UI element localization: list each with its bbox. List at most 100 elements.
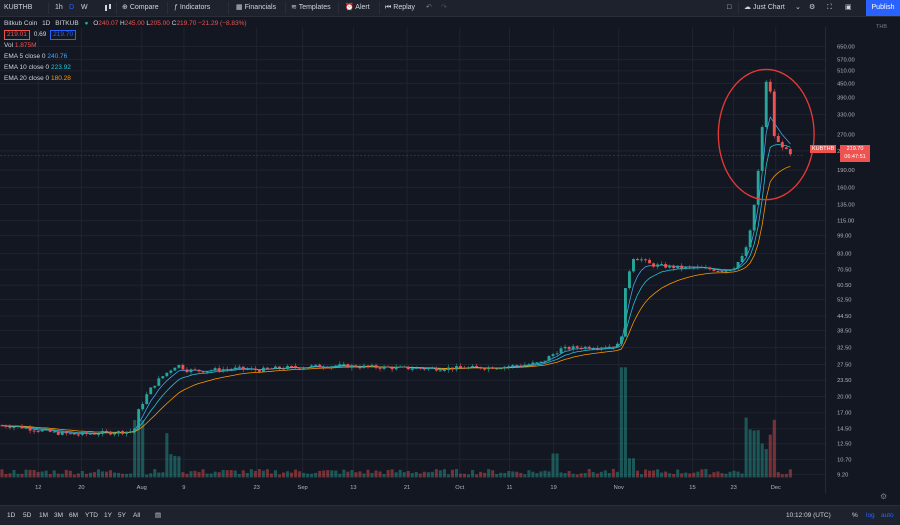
range-all[interactable]: All (133, 512, 141, 519)
candles-icon[interactable] (104, 0, 112, 16)
candle-body (161, 376, 165, 379)
volume-bar (165, 433, 169, 478)
candle-body (772, 91, 776, 136)
candle-body (97, 433, 100, 435)
bottom-toolbar: 1D 5D 1M 3M 6M YTD 1Y 5Y All ▤ 10:12:09 … (0, 505, 900, 525)
range-6m[interactable]: 6M (69, 512, 79, 519)
compare-label: Compare (129, 4, 159, 11)
time-axis: 12 20 Aug 9 23 Sep 13 21 Oct 11 19 Nov 15 23 Dec (35, 485, 781, 491)
candle-body (708, 267, 712, 270)
volume-bar (4, 474, 8, 478)
candle-body (8, 426, 12, 428)
range-5y[interactable]: 5Y (118, 512, 126, 519)
auto-toggle[interactable]: auto (881, 512, 894, 519)
symbol-search[interactable]: KUBTHB (4, 4, 33, 11)
volume-bar (44, 470, 48, 478)
candle-body (338, 364, 342, 366)
bid-price[interactable]: 219.01 (4, 30, 30, 40)
range-1y[interactable]: 1Y (104, 512, 112, 519)
candle-body (668, 265, 672, 268)
fullscreen-icon[interactable]: □ (727, 4, 732, 11)
candle-body (68, 433, 72, 435)
candle-body (507, 366, 511, 368)
chevron-down-icon[interactable]: ⌄ (795, 4, 801, 11)
candle-body (334, 365, 338, 367)
indicators-button[interactable]: ƒ Indicators (174, 0, 210, 16)
time-tick: Nov (614, 485, 624, 491)
log-toggle[interactable]: log (866, 512, 875, 519)
candle-body (764, 81, 768, 128)
volume-bar (28, 469, 32, 478)
volume-bar (326, 470, 330, 478)
candle-body (177, 364, 181, 368)
settings-gear-icon[interactable]: ⚙ (809, 4, 816, 11)
ema20-value: 180.28 (50, 75, 71, 82)
fullscreen-expand-icon[interactable]: ⛶ (827, 4, 832, 11)
candle-body (422, 368, 426, 370)
volume-bar (40, 471, 44, 478)
compare-button[interactable]: ⊕ Compare (122, 0, 159, 16)
volume-bar (780, 474, 784, 478)
candle-body (672, 265, 676, 269)
goto-date-icon[interactable]: ▤ (155, 512, 162, 519)
range-5d[interactable]: 5D (23, 512, 32, 519)
volume-bar (487, 469, 491, 478)
ema5-line (1, 116, 791, 435)
toolbar-divider (116, 2, 117, 14)
volume-bar (668, 473, 672, 478)
volume-bar (788, 469, 792, 478)
price-tick: 38.50 (837, 329, 851, 335)
spread: 0.69 (33, 31, 47, 38)
range-ytd[interactable]: YTD (85, 512, 98, 519)
undo-icon[interactable]: ↶ (426, 4, 432, 11)
range-1d[interactable]: 1D (7, 512, 16, 519)
alert-button[interactable]: ⏰ Alert (345, 0, 370, 16)
interval-d[interactable]: D (69, 4, 75, 11)
volume-bar (84, 473, 88, 478)
interval-w[interactable]: W (81, 4, 88, 11)
volume-bar (499, 472, 503, 478)
candle-body (583, 346, 587, 349)
camera-icon[interactable]: ▣ (845, 4, 852, 11)
replay-button[interactable]: ⏮ Replay (385, 0, 415, 16)
candle-body (80, 432, 84, 435)
price-chart[interactable]: 650.00 570.00 510.00 450.00 390.00 330.00 270.… (0, 17, 862, 504)
volume-bar (108, 470, 113, 478)
candle-body (394, 366, 398, 370)
volume-bar (491, 470, 495, 478)
redo-icon[interactable]: ↷ (441, 4, 447, 11)
candle-body (475, 365, 479, 367)
range-3m[interactable]: 3M (54, 512, 64, 519)
time-tick: 12 (35, 485, 41, 491)
candle-body (72, 433, 76, 435)
volume-bar (591, 472, 595, 478)
range-1m[interactable]: 1M (39, 512, 49, 519)
time-tick: Oct (455, 485, 464, 491)
volume-bar (615, 471, 619, 478)
volume-bar (20, 473, 24, 478)
ask-price[interactable]: 219.70 (50, 30, 77, 40)
candle-body (788, 149, 792, 155)
volume-bar (652, 470, 656, 478)
templates-button[interactable]: ≋ Templates (291, 0, 331, 16)
price-tick: 115.00 (837, 219, 854, 225)
volume-bar (684, 472, 688, 478)
candle-body (410, 368, 414, 370)
axis-settings-gear-icon[interactable]: ⚙ (880, 492, 888, 501)
volume-legend-row: Vol 1.875M (4, 40, 247, 51)
candle-body (48, 429, 52, 432)
utc-clock[interactable]: 10:12:09 (UTC) (786, 512, 831, 519)
candle-body (346, 364, 350, 368)
interval-1h[interactable]: 1h (55, 4, 63, 11)
publish-button[interactable]: Publish (866, 0, 900, 16)
financials-button[interactable]: ▦ Financials (236, 0, 276, 16)
percent-toggle[interactable]: % (852, 512, 858, 519)
time-tick: 21 (404, 485, 410, 491)
volume-bar (704, 469, 708, 478)
price-tick: 160.00 (837, 185, 855, 191)
layout-button[interactable]: ☁ Just Chart (744, 0, 785, 16)
volume-bar (475, 474, 479, 478)
price-tick: 17.00 (837, 411, 851, 417)
candle-body (491, 367, 495, 369)
volume-bar (145, 474, 149, 478)
